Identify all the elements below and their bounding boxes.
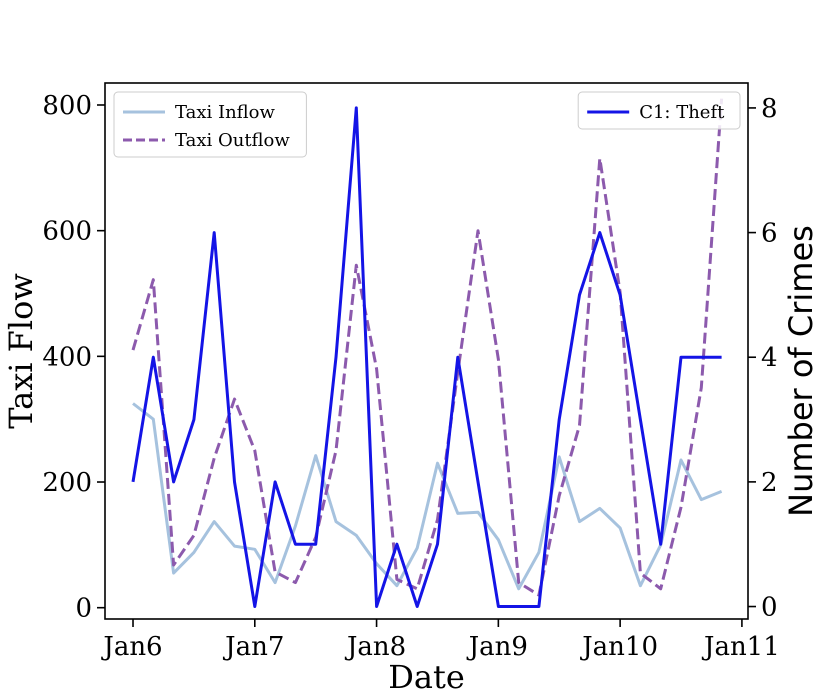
x-tick-label: Jan11 (701, 632, 780, 662)
y-right-tick-label: 8 (761, 94, 778, 124)
x-tick-label: Jan7 (222, 632, 284, 662)
y-axis-left-title: Taxi Flow (2, 273, 40, 428)
y-left-tick-label: 400 (42, 342, 92, 372)
y-left-tick-label: 800 (42, 91, 92, 121)
legend-label: C1: Theft (639, 102, 725, 123)
y-right-tick-label: 4 (761, 343, 778, 373)
x-tick-label: Jan10 (579, 632, 658, 662)
y-left-tick-label: 0 (75, 594, 92, 624)
y-left-tick-label: 200 (42, 468, 92, 498)
legend-label: Taxi Outflow (175, 130, 290, 151)
legend-box (577, 91, 741, 130)
legend-right: C1: Theft (577, 91, 741, 130)
x-tick-label: Jan8 (344, 632, 406, 662)
axes: Jan6 Jan7 Jan8 Jan9 Jan10 Jan11 0 200 400 600 800 0… (42, 82, 780, 662)
plot-area (131, 98, 724, 608)
y-axis-right-title: Number of Crimes (782, 225, 820, 517)
legend-left: Taxi Inflow Taxi Outflow (113, 91, 307, 158)
series-line-taxi-outflow (131, 98, 724, 597)
x-tick-label: Jan9 (466, 632, 528, 662)
y-right-tick-label: 6 (761, 219, 778, 249)
y-left-tick-label: 600 (42, 217, 92, 247)
series-line-taxi-inflow (132, 402, 723, 591)
x-tick-label: Jan6 (100, 632, 162, 662)
x-axis-title: Date (388, 658, 465, 691)
y-right-tick-label: 0 (761, 593, 778, 623)
series-line-c1-theft (131, 106, 722, 608)
legend-label: Taxi Inflow (175, 102, 276, 123)
y-right-tick-label: 2 (761, 468, 778, 498)
plot-frame (104, 82, 749, 620)
